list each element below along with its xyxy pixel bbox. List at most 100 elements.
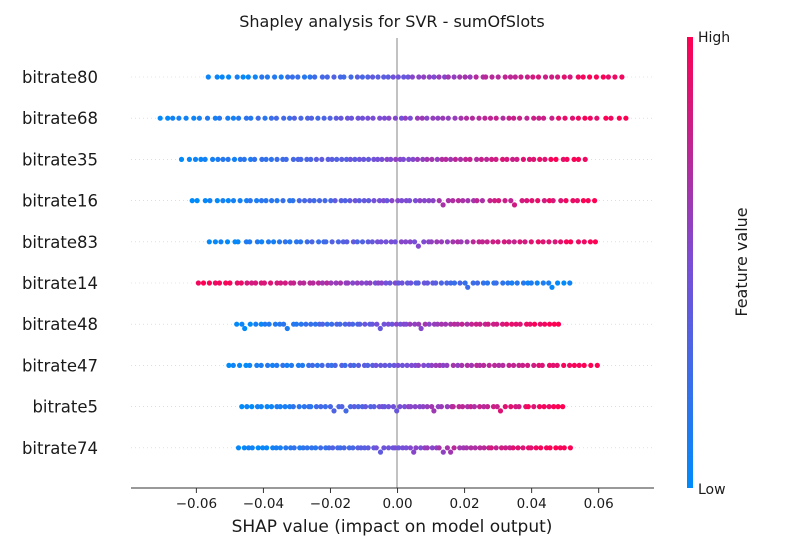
shap-point [568, 239, 574, 245]
shap-point [268, 404, 275, 410]
shap-point [214, 74, 220, 80]
shap-point [536, 115, 542, 121]
shap-point [367, 280, 373, 286]
shap-point [575, 156, 582, 162]
shap-point [528, 239, 534, 245]
shap-point [287, 115, 293, 121]
shap-point [308, 404, 314, 410]
shap-point [460, 198, 466, 204]
shap-point [603, 115, 609, 121]
shap-point [254, 239, 260, 245]
shap-point [560, 156, 566, 162]
shap-point [506, 362, 512, 368]
x-tick-label: 0.04 [517, 496, 547, 512]
shap-point [424, 156, 430, 162]
shap-point [322, 198, 328, 204]
shap-point [315, 280, 322, 286]
shap-point [342, 198, 348, 204]
shap-point [407, 198, 413, 204]
shap-point [580, 74, 586, 80]
shap-point [468, 404, 474, 410]
shap-point [237, 362, 243, 368]
shap-point [383, 280, 389, 286]
shap-point [440, 449, 446, 455]
shap-point [418, 445, 424, 451]
shap-point [237, 198, 243, 204]
shap-point [219, 74, 225, 80]
shap-point [434, 239, 440, 245]
shap-point [218, 239, 224, 245]
shap-point [287, 404, 293, 410]
shap-point [247, 239, 253, 245]
shap-point [561, 362, 567, 368]
shap-point [253, 280, 259, 286]
shap-point [338, 198, 344, 204]
shap-point [288, 362, 295, 368]
shap-point [592, 239, 599, 245]
shap-point [546, 280, 552, 286]
shap-point [246, 445, 252, 451]
shap-point [202, 156, 208, 162]
shap-point [264, 74, 270, 80]
shap-point [404, 362, 410, 368]
shap-point [499, 321, 506, 327]
shap-point [342, 321, 348, 327]
shap-point [301, 280, 307, 286]
shap-point [300, 445, 306, 451]
shap-point [165, 115, 171, 121]
shap-point [527, 321, 533, 327]
shap-point [374, 321, 380, 327]
feature-label: bitrate74 [22, 439, 98, 458]
shap-point [564, 156, 570, 162]
shap-point [291, 280, 297, 286]
shap-point [399, 280, 405, 286]
shap-point [531, 156, 537, 162]
shap-point [359, 239, 366, 245]
shap-point [393, 321, 400, 327]
shap-point [272, 321, 278, 327]
shap-point [351, 404, 357, 410]
shap-point [489, 74, 495, 80]
shap-point [386, 115, 392, 121]
colorbar [687, 37, 693, 488]
shap-point [265, 362, 271, 368]
shap-point [334, 156, 340, 162]
shap-point [157, 115, 163, 121]
shap-point [316, 198, 323, 204]
shap-point [549, 74, 555, 80]
shap-point [392, 115, 398, 121]
shap-point [347, 156, 353, 162]
shap-point [474, 280, 481, 286]
shap-point [247, 362, 253, 368]
shap-point [553, 156, 559, 162]
shap-point [587, 239, 594, 245]
shap-point [519, 198, 525, 204]
shap-point [321, 115, 327, 121]
shap-point [464, 362, 470, 368]
shap-point [373, 445, 379, 451]
shap-point [539, 362, 545, 368]
shap-point [450, 198, 456, 204]
shap-point [230, 198, 237, 204]
shap-point [474, 156, 480, 162]
shap-point [547, 445, 553, 451]
shap-point [509, 280, 515, 286]
shap-point [277, 404, 283, 410]
shap-point [281, 321, 287, 327]
shap-point [550, 198, 556, 204]
shap-point [263, 156, 269, 162]
shap-point [329, 362, 335, 368]
shap-point [406, 156, 412, 162]
shap-point [592, 198, 598, 204]
shap-point [385, 321, 391, 327]
feature-label: bitrate14 [22, 274, 98, 293]
shap-point [252, 156, 258, 162]
shap-point [365, 239, 371, 245]
shap-point [269, 198, 275, 204]
shap-point [252, 74, 258, 80]
shap-point [350, 445, 356, 451]
shap-point [391, 362, 397, 368]
shap-point [245, 74, 251, 80]
shap-point [528, 445, 534, 451]
shap-point [307, 198, 313, 204]
